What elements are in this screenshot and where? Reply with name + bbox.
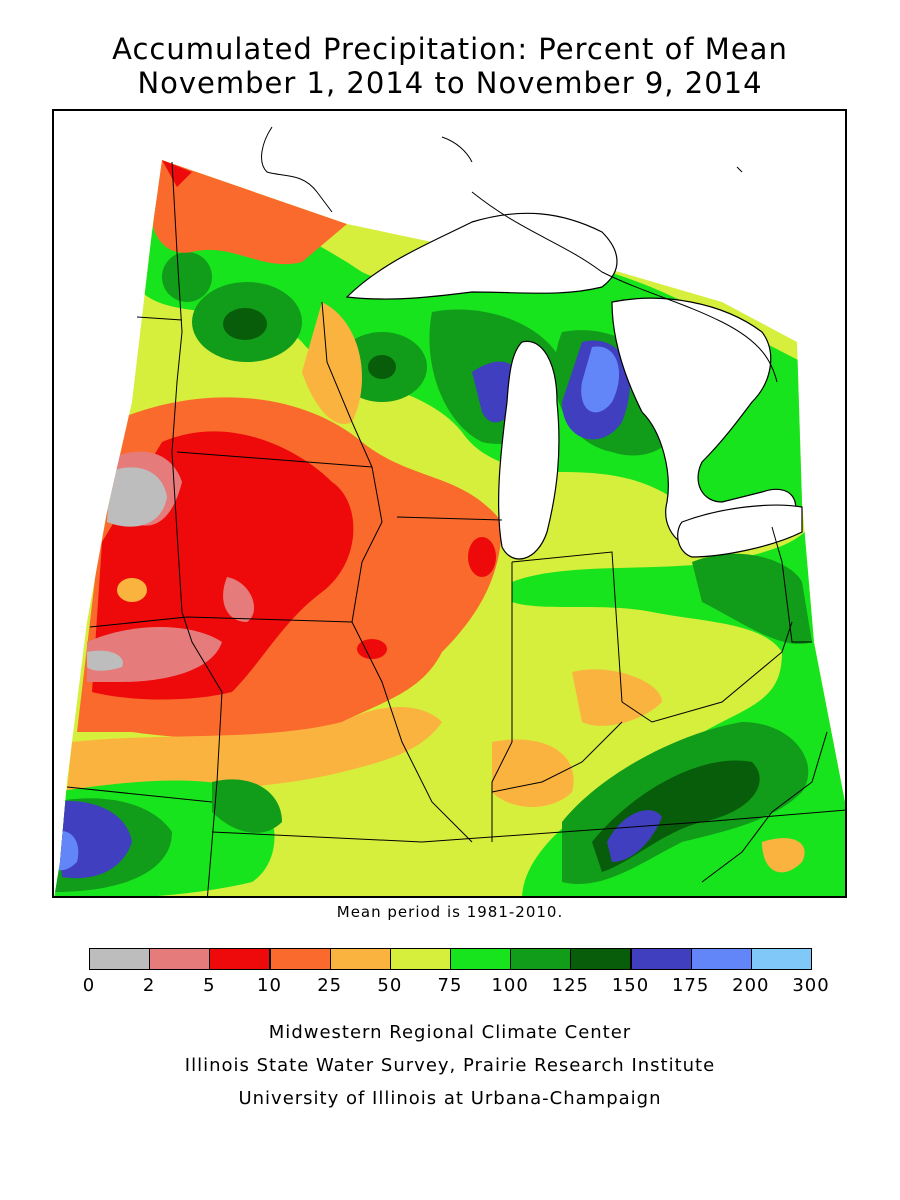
legend-tick-label: 200 bbox=[732, 975, 770, 996]
field-ne-grey bbox=[87, 650, 123, 671]
legend-swatch-11 bbox=[750, 948, 812, 970]
field-sd-pink bbox=[223, 577, 255, 622]
legend-swatch-3 bbox=[269, 948, 331, 970]
border-ohio-river bbox=[621, 621, 793, 723]
legend-swatch-5 bbox=[389, 948, 451, 970]
great-lakes bbox=[345, 212, 803, 560]
border-ky-north bbox=[491, 721, 623, 793]
border-tn-ky-south bbox=[211, 809, 845, 843]
field-wi-wet-2 bbox=[368, 355, 396, 379]
legend-tick-label: 125 bbox=[551, 975, 589, 996]
border-il-in bbox=[491, 562, 513, 842]
legend-swatch-9 bbox=[630, 948, 692, 970]
border-mn-ia bbox=[176, 451, 373, 468]
coast-lake-of-woods bbox=[261, 126, 333, 213]
legend-tick-label: 10 bbox=[257, 975, 282, 996]
legend-swatch-10 bbox=[690, 948, 752, 970]
legend-tick-label: 75 bbox=[437, 975, 463, 996]
coast-nipigon bbox=[441, 136, 473, 163]
legend-tick-label: 300 bbox=[792, 975, 830, 996]
lake-michigan bbox=[498, 340, 560, 560]
credit-isws: Illinois State Water Survey, Prairie Res… bbox=[184, 1055, 716, 1076]
state-boundaries bbox=[66, 161, 845, 896]
field-nw-mn-dry bbox=[152, 160, 347, 265]
legend-swatch-1 bbox=[149, 948, 211, 970]
field-il-red bbox=[468, 537, 496, 577]
legend-tick-label: 25 bbox=[317, 975, 343, 996]
mean-period-note: Mean period is 1981-2010. bbox=[336, 903, 564, 921]
field-mn-se-yellow bbox=[302, 302, 362, 424]
legend-swatch-6 bbox=[450, 948, 512, 970]
field-ks-yellow bbox=[67, 707, 442, 792]
lake-superior bbox=[345, 212, 618, 300]
legend-tick-label: 50 bbox=[377, 975, 403, 996]
border-oh-pa bbox=[771, 526, 812, 643]
field-tn-yellow bbox=[762, 838, 805, 873]
canada-coast bbox=[261, 126, 778, 383]
field-mi-wet-3 bbox=[581, 346, 620, 413]
legend-tick-label: 175 bbox=[671, 975, 710, 996]
precipitation-map bbox=[52, 109, 847, 898]
credit-mrcc: Midwestern Regional Climate Center bbox=[268, 1022, 632, 1043]
field-mo-wet bbox=[212, 779, 282, 833]
border-ia-wi bbox=[396, 516, 503, 521]
legend-tick-label: 0 bbox=[82, 975, 96, 996]
legend-tick-label: 2 bbox=[142, 975, 156, 996]
coast-north-shore bbox=[471, 191, 778, 383]
legend-tick-label: 150 bbox=[611, 975, 650, 996]
border-mn-nd bbox=[171, 161, 183, 453]
field-in-yellow bbox=[572, 669, 662, 726]
coast-island bbox=[736, 166, 743, 173]
field-ne-pink bbox=[87, 627, 222, 682]
border-in-oh bbox=[511, 551, 623, 703]
color-legend bbox=[89, 948, 812, 970]
lake-erie bbox=[677, 504, 803, 558]
legend-tick-label: 100 bbox=[491, 975, 529, 996]
map-title-line1: Accumulated Precipitation: Percent of Me… bbox=[112, 32, 788, 66]
border-ks-ok bbox=[66, 786, 213, 803]
field-mn-wet-2 bbox=[223, 308, 267, 340]
border-sd-ne-west bbox=[171, 451, 223, 896]
legend-swatch-7 bbox=[510, 948, 572, 970]
legend-tick-label: 5 bbox=[203, 975, 216, 996]
field-sd-yellow bbox=[117, 578, 147, 602]
legend-swatch-2 bbox=[209, 948, 271, 970]
legend-swatch-8 bbox=[570, 948, 632, 970]
field-oh-wet bbox=[692, 553, 812, 644]
legend-swatch-4 bbox=[329, 948, 391, 970]
field-ky-wet-3 bbox=[607, 810, 662, 862]
legend-swatch-0 bbox=[89, 948, 151, 970]
border-mississippi bbox=[321, 301, 473, 843]
field-s-il-yellow bbox=[492, 739, 574, 807]
field-mn-wet-3 bbox=[162, 252, 212, 302]
map-canvas bbox=[54, 126, 845, 896]
field-dakota-grey bbox=[107, 467, 167, 527]
field-nw-mn-red bbox=[162, 160, 192, 187]
lake-huron bbox=[611, 297, 797, 549]
border-va-wv bbox=[701, 731, 828, 883]
map-title-line2: November 1, 2014 to November 9, 2014 bbox=[137, 66, 763, 100]
credit-uiuc: University of Illinois at Urbana-Champai… bbox=[238, 1088, 662, 1109]
border-nd-sd bbox=[136, 316, 183, 321]
border-ne-ks bbox=[89, 616, 353, 628]
field-mo-red bbox=[357, 639, 387, 659]
